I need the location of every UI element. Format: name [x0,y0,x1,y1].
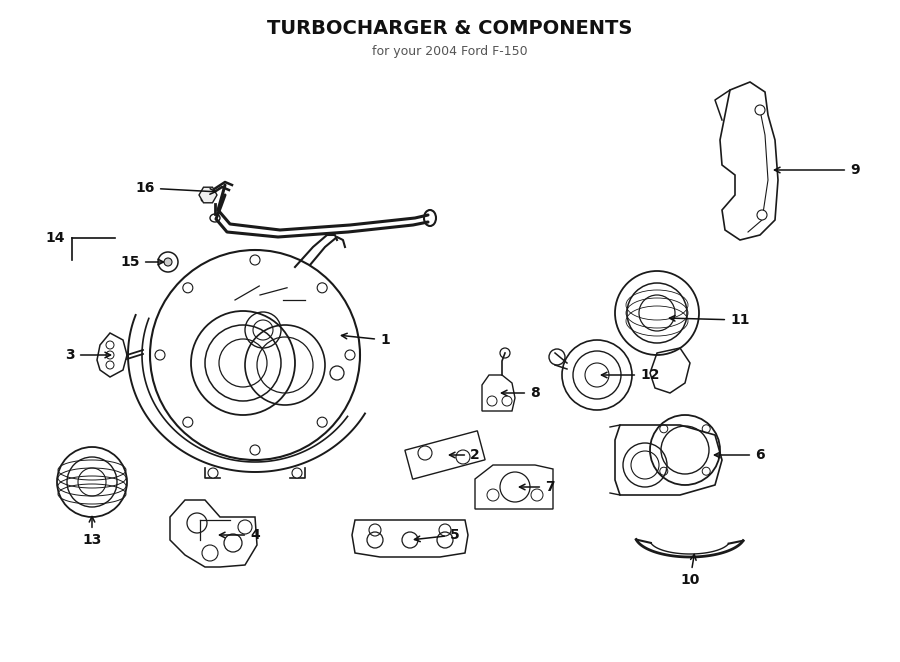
Text: 10: 10 [680,554,699,587]
Text: 16: 16 [136,181,215,195]
Text: 15: 15 [121,255,164,269]
Text: 14: 14 [46,231,65,245]
Circle shape [164,258,172,266]
Circle shape [155,350,165,360]
Text: 12: 12 [601,368,660,382]
Circle shape [531,489,543,501]
Circle shape [502,396,512,406]
Circle shape [250,255,260,265]
Circle shape [208,468,218,478]
Circle shape [317,417,328,427]
Text: 2: 2 [449,448,480,462]
Text: for your 2004 Ford F-150: for your 2004 Ford F-150 [373,46,527,58]
Circle shape [106,351,114,359]
Circle shape [757,210,767,220]
PathPatch shape [216,185,428,237]
Text: 8: 8 [501,386,540,400]
Circle shape [660,467,668,475]
Circle shape [330,366,344,380]
Circle shape [755,105,765,115]
Circle shape [317,283,328,293]
Circle shape [345,350,355,360]
Text: 9: 9 [775,163,860,177]
Circle shape [183,417,193,427]
Text: 4: 4 [220,528,260,542]
Text: 7: 7 [519,480,554,494]
Polygon shape [199,187,217,203]
Text: 13: 13 [82,516,102,547]
Circle shape [250,445,260,455]
Circle shape [660,425,668,433]
Text: 3: 3 [66,348,111,362]
Circle shape [487,489,499,501]
Text: 11: 11 [670,313,750,327]
Circle shape [487,396,497,406]
Text: TURBOCHARGER & COMPONENTS: TURBOCHARGER & COMPONENTS [267,19,633,38]
Circle shape [106,341,114,349]
Circle shape [702,467,710,475]
Circle shape [702,425,710,433]
Circle shape [183,283,193,293]
Circle shape [106,361,114,369]
Circle shape [292,468,302,478]
Text: 6: 6 [715,448,765,462]
Text: 5: 5 [415,528,460,542]
Text: 1: 1 [341,333,390,347]
